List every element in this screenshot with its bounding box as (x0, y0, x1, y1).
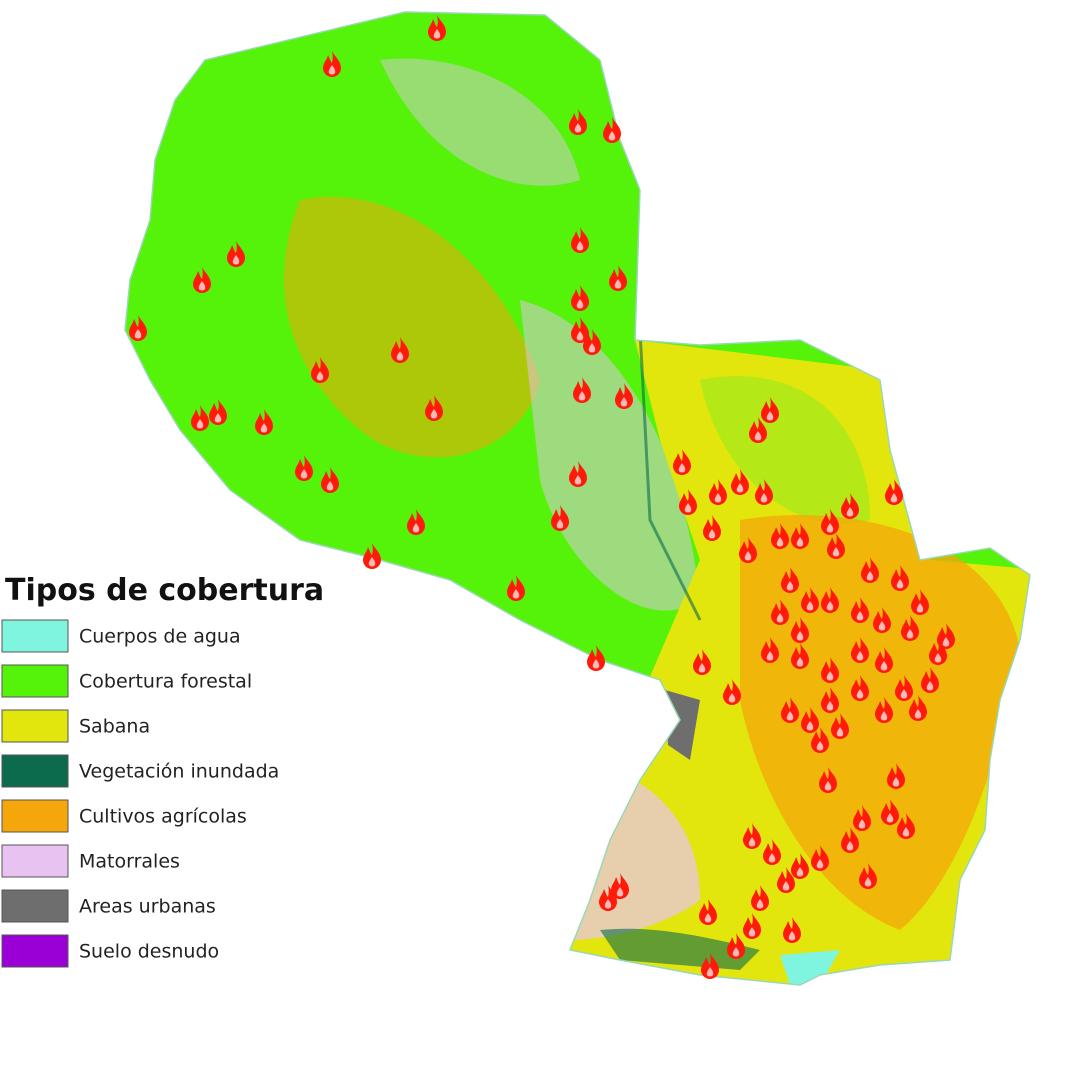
legend-swatch (1, 844, 69, 878)
legend-swatch (1, 754, 69, 788)
legend-label: Cultivos agrícolas (79, 806, 247, 828)
legend-label: Matorrales (79, 851, 180, 873)
legend-swatch (1, 889, 69, 923)
legend-label: Suelo desnudo (79, 941, 219, 963)
legend: Tipos de cobertura Cuerpos de agua Cobert… (1, 573, 324, 968)
legend-label: Sabana (79, 716, 150, 738)
legend-swatch (1, 664, 69, 698)
legend-label: Vegetación inundada (79, 761, 279, 783)
legend-label: Cuerpos de agua (79, 626, 241, 648)
legend-label: Cobertura forestal (79, 671, 252, 693)
legend-swatch (1, 934, 69, 968)
legend-title: Tipos de cobertura (5, 573, 324, 608)
legend-swatch (1, 709, 69, 743)
legend-swatch (1, 799, 69, 833)
legend-swatch (1, 619, 69, 653)
legend-label: Areas urbanas (79, 896, 216, 918)
